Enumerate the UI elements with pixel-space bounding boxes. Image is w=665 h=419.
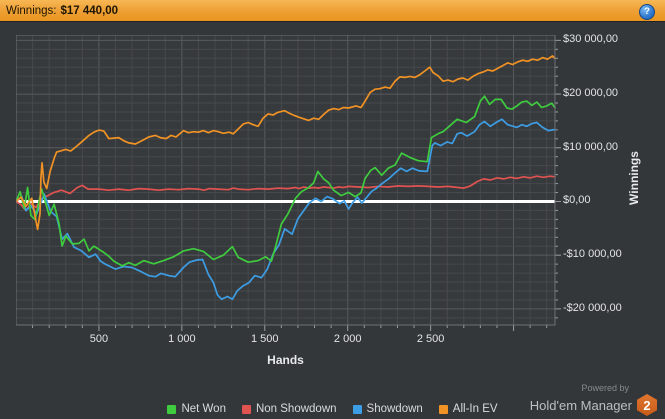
y-tick-label: -$10 000,00 [563,248,622,261]
x-tick-label: 500 [89,333,109,345]
hm2-badge-icon: 2 [637,394,657,416]
legend-swatch-icon [241,404,251,414]
legend-item-net-won[interactable]: Net Won [167,403,226,415]
legend-item-showdown[interactable]: Showdown [352,403,423,415]
x-tick-label: 2 000 [333,333,362,345]
powered-by-text: Powered by [581,383,629,393]
legend-label: Showdown [366,403,423,415]
legend-swatch-icon [438,404,448,414]
y-tick-label: $20 000,00 [563,87,619,100]
legend-swatch-icon [352,404,362,414]
brand-block: Powered by Hold'em Manager 2 [530,383,657,416]
help-icon[interactable]: ? [639,3,655,20]
x-tick-label: 1 000 [168,333,196,345]
chart-area: $30 000,00 $20 000,00 $10 000,00 $0,00 -$10 … [0,21,665,381]
x-axis-title: Hands [267,353,304,367]
winnings-label: Winnings: [6,4,57,17]
legend-label: All-In EV [452,403,498,415]
series-showdown [16,118,556,301]
legend-item-non-showdown[interactable]: Non Showdown [241,403,337,415]
y-tick-label: $10 000,00 [563,140,619,153]
series-non-showdown [16,175,556,212]
legend-label: Net Won [181,403,226,415]
winnings-plot[interactable] [16,35,564,334]
y-tick-label: -$20 000,00 [563,301,622,314]
chart-legend: Net Won Non Showdown Showdown All-In EV [0,403,665,415]
title-bar: Winnings: $17 440,00 ? [0,0,665,22]
brand-name: Hold'em Manager [529,397,632,413]
legend-swatch-icon [167,404,177,414]
y-axis-title: Winnings [627,151,642,205]
legend-label: Non Showdown [255,403,337,415]
x-tick-label: 1 500 [251,333,279,345]
series-net-won [16,95,556,267]
series-all-in-ev [16,55,556,231]
plot-background [16,35,555,325]
plot-border [16,35,556,326]
winnings-value: $17 440,00 [60,4,119,17]
legend-item-all-in-ev[interactable]: All-In EV [438,403,498,415]
y-tick-label: $0,00 [563,194,591,207]
x-tick-label: 2 500 [416,333,445,345]
y-tick-label: $30 000,00 [563,33,619,46]
